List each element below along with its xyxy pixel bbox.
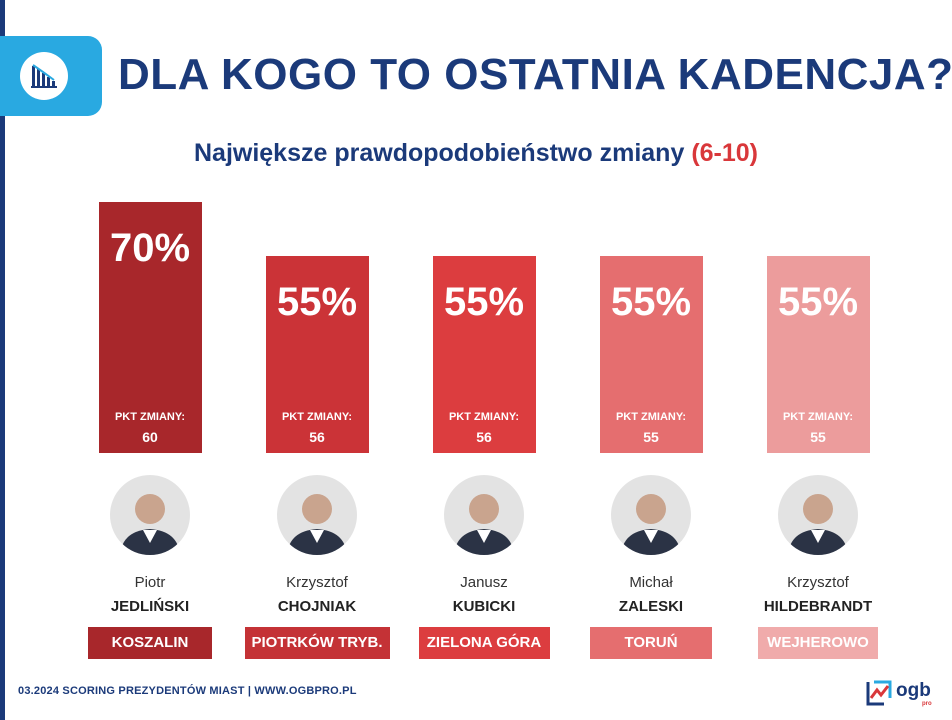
avatar	[110, 475, 190, 555]
bar-points-label: PKT ZMIANY:	[448, 411, 520, 423]
person-silhouette-icon	[454, 494, 514, 555]
bar-points-value: 55	[810, 429, 826, 445]
city-badge: ZIELONA GÓRA	[418, 627, 550, 659]
bar-points-label: PKT ZMIANY:	[615, 411, 687, 423]
bar: 55% PKT ZMIANY: 55	[766, 256, 870, 453]
ogb-logo-icon	[866, 680, 892, 706]
left-accent-rule	[0, 0, 5, 720]
page-title: DLA KOGO TO OSTATNIA KADENCJA?	[118, 50, 952, 99]
bar-points-value: 60	[142, 429, 158, 445]
avatar	[611, 475, 691, 555]
candidate-last-name: HILDEBRANDT	[763, 598, 873, 615]
bar-points-value: 55	[643, 429, 659, 445]
avatar	[778, 475, 858, 555]
bar-percent-label: 70%	[109, 226, 191, 270]
candidate-first-name: Krzysztof	[286, 574, 348, 591]
bar: 55% PKT ZMIANY: 56	[432, 256, 536, 453]
candidate-first-name: Janusz	[460, 574, 508, 591]
ogb-logo: ogb pro	[864, 676, 936, 710]
person-silhouette-icon	[621, 494, 681, 555]
candidate-last-name: KUBICKI	[452, 598, 516, 615]
bar-points-label: PKT ZMIANY:	[782, 411, 854, 423]
bar-percent-label: 55%	[443, 280, 525, 324]
person-silhouette-icon	[788, 494, 848, 555]
avatar	[277, 475, 357, 555]
candidate-last-name: JEDLIŃSKI	[110, 598, 190, 615]
candidate-first-name: Michał	[629, 574, 673, 591]
bar: 55% PKT ZMIANY: 55	[599, 256, 703, 453]
city-badge: WEJHEROWO	[758, 627, 878, 659]
bar-chart-declining-icon	[31, 64, 57, 88]
city-badge: TORUŃ	[590, 627, 712, 659]
person-silhouette-icon	[287, 494, 347, 555]
person-silhouette-icon	[120, 494, 180, 555]
bar-percent-label: 55%	[777, 280, 859, 324]
header-logo-circle	[20, 52, 68, 100]
subtitle-range: (6-10)	[691, 139, 758, 167]
bar-points-value: 56	[309, 429, 325, 445]
chart-subtitle: Największe prawdopodobieństwo zmiany (6-…	[0, 139, 952, 168]
candidate-first-name: Piotr	[134, 574, 166, 591]
subtitle-text: Największe prawdopodobieństwo zmiany	[193, 139, 685, 167]
candidate-last-name: ZALESKI	[618, 598, 684, 615]
bar-points-label: PKT ZMIANY:	[281, 411, 353, 423]
bar-percent-label: 55%	[276, 280, 358, 324]
header-logo-tile	[0, 36, 102, 116]
city-badge: PIOTRKÓW TRYB.	[244, 627, 390, 659]
bar: 55% PKT ZMIANY: 56	[265, 256, 369, 453]
candidate-first-name: Krzysztof	[787, 574, 849, 591]
ogb-logo-word: ogb	[896, 680, 931, 701]
footer-text: 03.2024 SCORING PREZYDENTÓW MIAST | WWW.…	[18, 685, 357, 697]
bar-percent-label: 55%	[610, 280, 692, 324]
bar-points-value: 56	[476, 429, 492, 445]
bar-points-label: PKT ZMIANY:	[114, 411, 186, 423]
bar: 70% PKT ZMIANY: 60	[98, 202, 202, 453]
candidate-last-name: CHOJNIAK	[277, 598, 357, 615]
ogb-logo-sub: pro	[922, 701, 932, 707]
avatar	[444, 475, 524, 555]
city-badge: KOSZALIN	[88, 627, 212, 659]
